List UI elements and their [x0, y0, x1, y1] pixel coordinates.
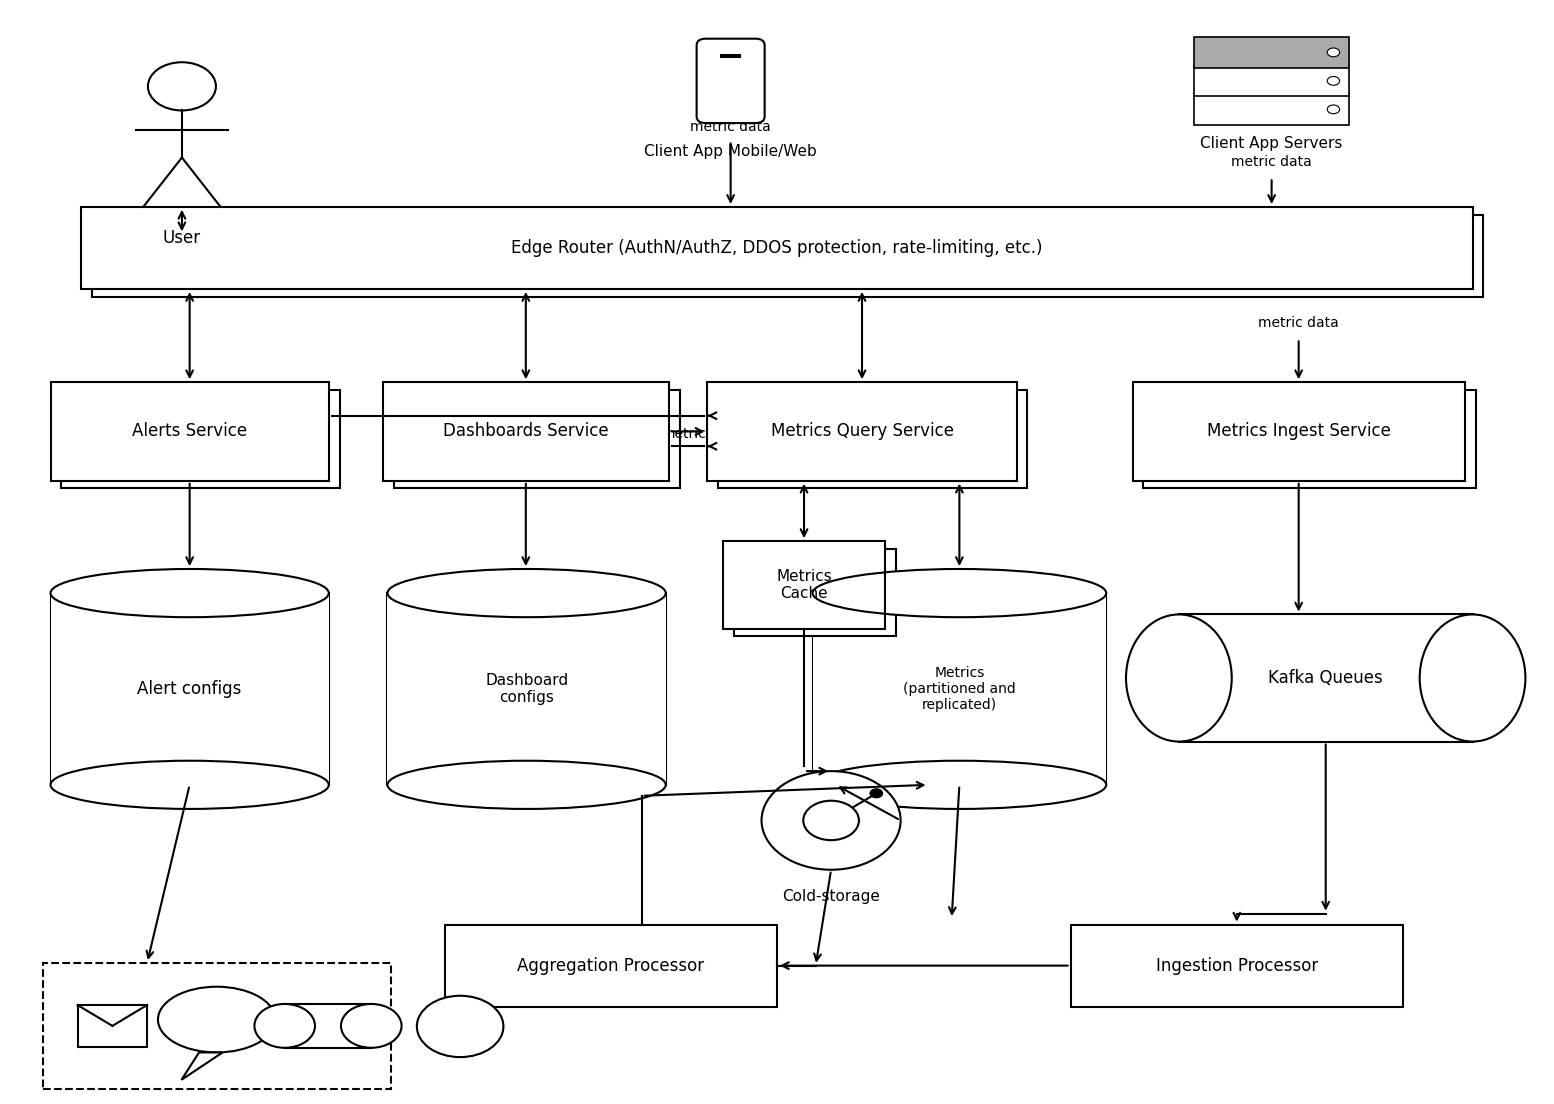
Bar: [61, 390, 340, 488]
Bar: [813, 593, 1106, 785]
Text: Edge Router (AuthN/AuthZ, DDOS protection, rate-limiting, etc.): Edge Router (AuthN/AuthZ, DDOS protectio…: [511, 238, 1043, 257]
Bar: [1133, 382, 1465, 480]
Text: Dashboard
configs: Dashboard configs: [485, 672, 569, 705]
Text: Dashboards Service: Dashboards Service: [443, 423, 609, 440]
Text: Alerts Service: Alerts Service: [132, 423, 247, 440]
Bar: [92, 214, 1484, 297]
Ellipse shape: [51, 569, 329, 617]
Bar: [718, 390, 1027, 488]
Ellipse shape: [387, 761, 665, 809]
Circle shape: [870, 789, 883, 798]
Bar: [1195, 65, 1349, 96]
Circle shape: [803, 800, 859, 840]
Circle shape: [1327, 76, 1340, 85]
Text: metric data: metric data: [1231, 156, 1312, 169]
Text: Aggregation Processor: Aggregation Processor: [517, 956, 704, 975]
Circle shape: [1327, 47, 1340, 56]
Text: Metrics
Cache: Metrics Cache: [775, 569, 831, 601]
Ellipse shape: [1127, 615, 1232, 742]
Text: Cold-storage: Cold-storage: [782, 890, 880, 904]
Ellipse shape: [255, 1004, 315, 1048]
Bar: [1195, 38, 1349, 67]
Bar: [284, 1004, 371, 1048]
Ellipse shape: [387, 569, 665, 617]
Circle shape: [148, 62, 216, 110]
Bar: [1195, 94, 1349, 125]
Bar: [1071, 924, 1403, 1007]
Bar: [51, 593, 329, 785]
Circle shape: [416, 996, 503, 1058]
Text: metrics: metrics: [493, 396, 544, 411]
Bar: [444, 924, 777, 1007]
Text: metric data: metric data: [690, 119, 771, 134]
Bar: [393, 390, 679, 488]
Circle shape: [761, 771, 901, 870]
Text: metric data: metric data: [1259, 317, 1340, 330]
Text: Ingestion Processor: Ingestion Processor: [1156, 956, 1318, 975]
Ellipse shape: [813, 761, 1106, 809]
FancyBboxPatch shape: [696, 39, 765, 123]
Bar: [382, 382, 668, 480]
Bar: [51, 382, 329, 480]
Circle shape: [1327, 105, 1340, 114]
Text: Metrics Query Service: Metrics Query Service: [771, 423, 954, 440]
Text: Client App Mobile/Web: Client App Mobile/Web: [645, 144, 817, 159]
Bar: [1144, 390, 1476, 488]
Bar: [733, 549, 897, 636]
Bar: [44, 963, 390, 1089]
Text: metrics: metrics: [662, 427, 713, 440]
Text: Client App Servers: Client App Servers: [1200, 136, 1343, 150]
Ellipse shape: [51, 761, 329, 809]
Bar: [387, 593, 665, 785]
Bar: [78, 1005, 148, 1047]
Bar: [720, 54, 741, 59]
Ellipse shape: [159, 987, 275, 1052]
Text: Alert configs: Alert configs: [137, 680, 242, 698]
Ellipse shape: [1420, 615, 1526, 742]
Bar: [1179, 615, 1473, 742]
Bar: [707, 382, 1016, 480]
Bar: [81, 206, 1473, 289]
Bar: [723, 541, 886, 628]
Text: Kafka Queues: Kafka Queues: [1268, 669, 1383, 687]
Ellipse shape: [813, 569, 1106, 617]
Text: Metrics
(partitioned and
replicated): Metrics (partitioned and replicated): [903, 666, 1016, 712]
Polygon shape: [182, 1052, 222, 1080]
Ellipse shape: [340, 1004, 401, 1048]
Text: User: User: [163, 229, 200, 247]
Text: Metrics Ingest Service: Metrics Ingest Service: [1207, 423, 1391, 440]
